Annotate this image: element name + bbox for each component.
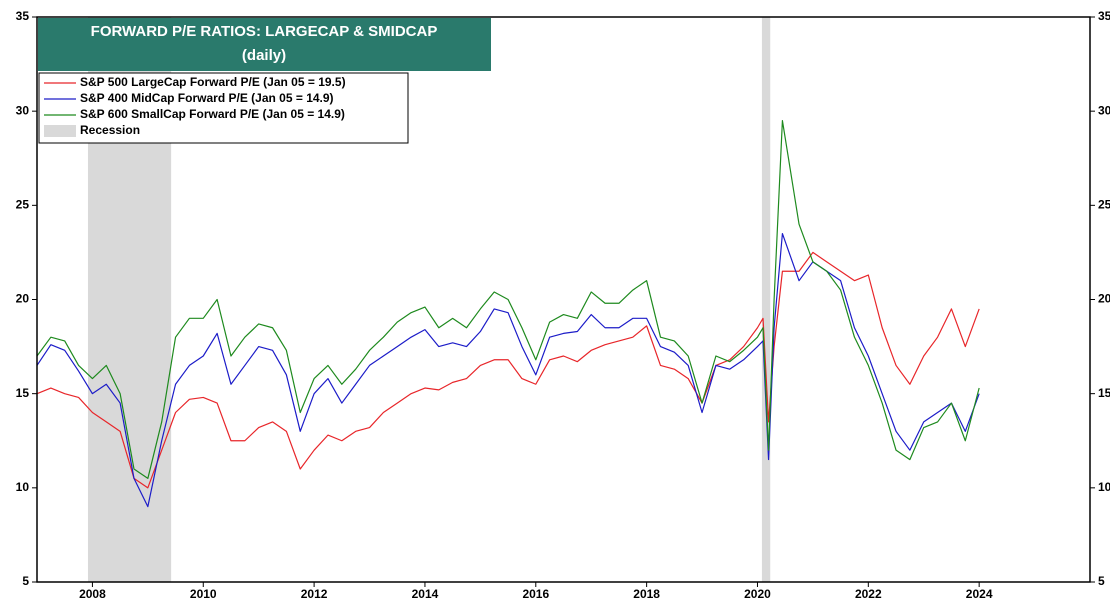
x-tick-label: 2022 [855, 587, 882, 601]
legend: S&P 500 LargeCap Forward P/E (Jan 05 = 1… [44, 75, 346, 137]
y2-tick-label: 25 [1098, 198, 1110, 212]
chart-subtitle: (daily) [242, 47, 286, 64]
x-tick-label: 2014 [412, 587, 439, 601]
legend-label: S&P 600 SmallCap Forward P/E (Jan 05 = 1… [80, 107, 345, 121]
y-tick-label: 5 [22, 574, 29, 588]
chart-title: FORWARD P/E RATIOS: LARGECAP & SMIDCAP [91, 23, 438, 40]
y-tick-label: 20 [16, 292, 30, 306]
y2-tick-label: 10 [1098, 480, 1110, 494]
y2-tick-label: 20 [1098, 292, 1110, 306]
y-tick-label: 30 [16, 103, 30, 117]
x-tick-label: 2008 [79, 587, 106, 601]
y-tick-label: 10 [16, 480, 30, 494]
legend-label: S&P 500 LargeCap Forward P/E (Jan 05 = 1… [80, 75, 346, 89]
legend-swatch [44, 125, 76, 137]
y-tick-label: 35 [16, 9, 30, 23]
x-tick-label: 2016 [522, 587, 549, 601]
recession-band [761, 17, 771, 582]
legend-label: Recession [80, 123, 140, 137]
y2-tick-label: 15 [1098, 386, 1110, 400]
series-line [36, 251, 980, 489]
x-tick-label: 2020 [744, 587, 771, 601]
y-tick-label: 15 [16, 386, 30, 400]
title-box [38, 18, 491, 71]
y2-tick-label: 30 [1098, 103, 1110, 117]
x-tick-label: 2018 [633, 587, 660, 601]
y2-tick-label: 5 [1098, 574, 1105, 588]
y-tick-label: 25 [16, 198, 30, 212]
y2-tick-label: 35 [1098, 9, 1110, 23]
x-tick-label: 2012 [301, 587, 328, 601]
x-tick-label: 2024 [966, 587, 993, 601]
x-tick-label: 2010 [190, 587, 217, 601]
legend-box [38, 72, 409, 144]
legend-label: S&P 400 MidCap Forward P/E (Jan 05 = 14.… [80, 91, 334, 105]
series-line [36, 119, 980, 480]
lines-layer [36, 119, 980, 508]
